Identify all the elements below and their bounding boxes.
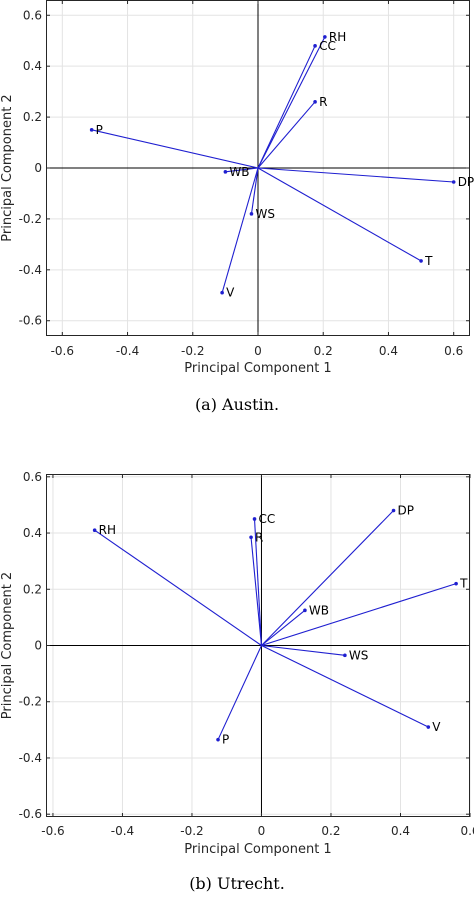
vector-line-dp [257,167,454,183]
vector-point-v [220,290,224,295]
x-tick-label: -0.2 [181,344,204,358]
vector-label-cc: CC [319,39,336,53]
x-tick-label: 0.4 [391,824,410,838]
chart-panel-2: -0.6 -0.4 -0.2 0 0.2 0.4 0.6 -0.6 -0.4 -0.2 0 0.2 0.… [0,470,474,893]
x-tick-label: -0.6 [41,824,64,838]
y-tick-label: 0 [34,639,42,653]
x-tick-label: -0.4 [116,344,139,358]
vector-label-p: P [222,733,229,747]
vector-line-t [257,167,422,262]
x-tick-label: 0.6 [444,344,463,358]
vector-line-v [221,167,259,293]
x-tick-label: 0 [254,344,262,358]
y-tick-label: 0.4 [23,59,42,73]
vector-line-r [250,537,263,646]
vector-line-p [217,645,262,740]
vector-point-r [249,535,253,540]
y-tick-label: -0.4 [19,751,42,765]
figure-caption: (b) Utrecht. [189,874,285,893]
y-tick-label: 0.2 [23,110,42,124]
x-axis-label: Principal Component 1 [184,361,331,376]
vector-point-t [419,259,423,263]
vector-point-rh [92,528,97,533]
vector-point-rh [323,35,327,39]
vector-line-v [261,645,429,728]
vector-label-ws: WS [349,648,368,662]
figure-caption: (a) Austin. [195,395,279,414]
vector-line-cc [257,45,316,169]
vector-line-p [91,129,259,169]
y-tick-label: 0.4 [23,526,42,540]
vector-point-v [426,725,431,729]
vector-label-ws: WS [255,207,274,221]
vector-line-rh [257,36,326,169]
vector-point-dp [451,180,456,184]
vector-point-cc [313,44,317,48]
vector-label-cc: CC [259,512,276,526]
y-tick-label: 0 [34,161,42,175]
vector-point-r [313,100,317,104]
vector-point-ws [343,653,347,658]
vector-label-wb: WB [229,165,249,179]
x-tick-label: 0.2 [321,824,340,838]
vector-line-wb [261,609,306,646]
x-tick-label: -0.6 [51,344,74,358]
vector-label-wb: WB [309,603,329,617]
vector-point-ws [249,212,254,216]
vector-point-p [89,128,94,132]
vector-label-r: R [255,530,263,544]
x-tick-label: -0.4 [111,824,134,838]
vector-label-dp: DP [458,175,474,189]
vector-line-ws [250,167,259,214]
x-tick-label: 0 [258,824,266,838]
vector-label-rh: RH [329,30,346,44]
x-tick-label: 0.2 [314,344,333,358]
y-tick-label: -0.6 [19,314,42,328]
vector-line-t [261,583,457,647]
vector-point-dp [391,508,396,513]
chart-panel-1: -0.6 -0.4 -0.2 0 0.2 0.4 0.6 -0.6 -0.4 -0.2 0 0.2 0.… [0,0,474,414]
x-tick-label: -0.2 [180,824,203,838]
vector-label-p: P [96,123,103,137]
vector-line-dp [261,510,394,646]
vector-label-v: V [432,720,441,734]
y-tick-label: -0.4 [19,263,42,277]
vector-point-p [216,737,220,742]
vector-label-dp: DP [398,504,414,518]
y-axis-label: Principal Component 2 [0,94,15,241]
y-tick-label: 0.2 [23,582,42,596]
vector-line-r [257,101,316,169]
vector-point-wb [223,170,228,174]
x-tick-label: 0.6 [460,824,474,838]
vector-label-rh: RH [99,523,116,537]
vector-label-t: T [424,254,433,268]
y-tick-label: -0.6 [19,807,42,821]
vector-point-cc [252,517,257,521]
y-axis-label: Principal Component 2 [0,572,15,719]
y-tick-label: 0.6 [23,470,42,484]
vector-line-wb [225,167,259,173]
vector-point-wb [303,608,307,613]
y-tick-label: -0.2 [19,695,42,709]
vector-line-rh [94,529,262,646]
y-tick-label: -0.2 [19,212,42,226]
x-axis-label: Principal Component 1 [184,842,331,857]
vector-label-v: V [226,286,235,300]
x-tick-label: 0.4 [379,344,398,358]
vector-label-t: T [459,577,468,591]
y-tick-label: 0.6 [23,8,42,22]
vector-line-cc [253,518,263,646]
vector-label-r: R [319,95,327,109]
vector-line-ws [261,644,345,656]
vector-point-t [454,581,458,586]
